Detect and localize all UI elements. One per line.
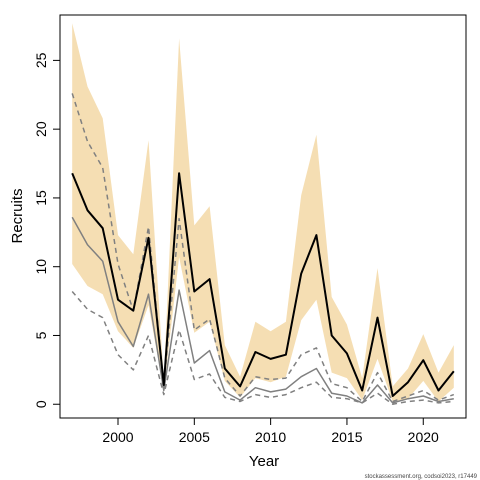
y-tick-label: 5: [33, 331, 49, 339]
plot-frame: [59, 14, 467, 419]
y-tick-label: 15: [33, 190, 49, 206]
x-tick-label: 2010: [255, 429, 286, 445]
series-line-0: [71, 172, 455, 397]
x-tick-label: 2020: [408, 429, 439, 445]
series-line-1: [71, 216, 454, 404]
series-layer: [71, 93, 455, 405]
credit-text: stockassessment.org, codsoi2023, r17449: [365, 474, 478, 480]
y-tick-label: 10: [33, 259, 49, 275]
x-tick-label: 2015: [331, 429, 362, 445]
series-line-3: [71, 291, 454, 405]
series-line-2: [71, 93, 455, 403]
y-tick-label: 25: [33, 52, 49, 68]
y-tick-label: 20: [33, 121, 49, 137]
y-axis: 0 5 10 15 20 25: [33, 52, 60, 408]
y-axis-title: Recruits: [9, 188, 26, 243]
x-tick-label: 2000: [102, 429, 133, 445]
y-tick-label: 0: [33, 400, 49, 408]
x-axis: 2000 2005 2010 2015 2020: [102, 418, 439, 445]
x-axis-title: Year: [249, 453, 279, 470]
confidence-band: [72, 23, 454, 402]
confidence-band-layer: [72, 23, 454, 402]
x-tick-label: 2005: [179, 429, 210, 445]
